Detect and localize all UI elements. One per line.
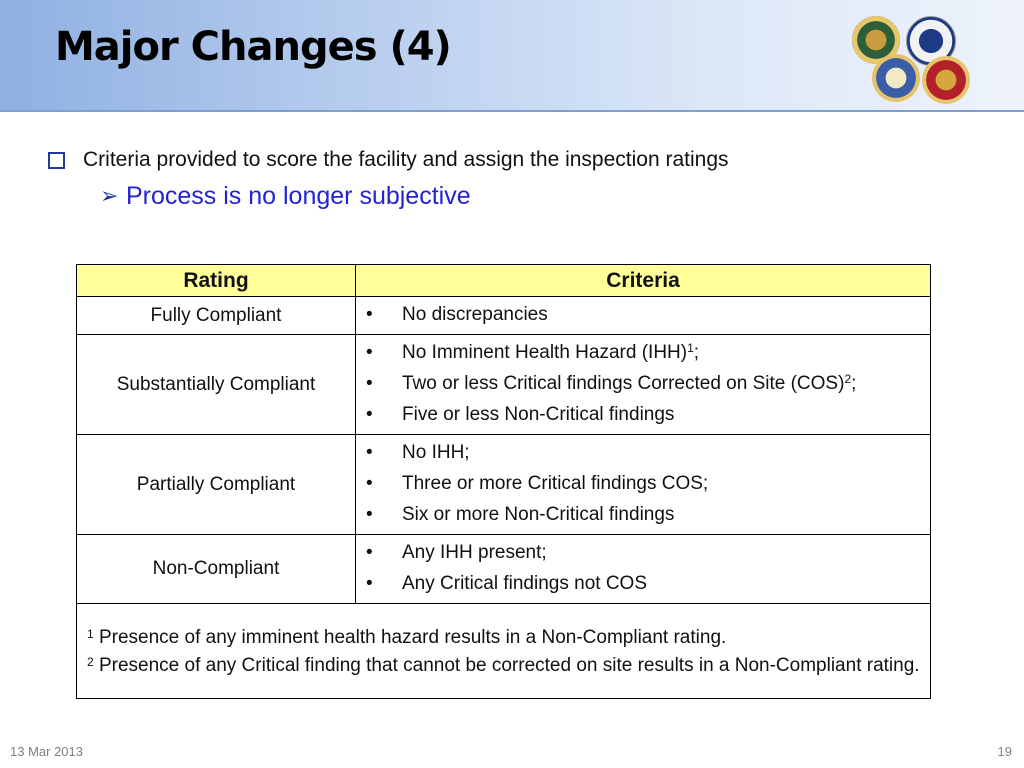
criteria-cell: No Imminent Health Hazard (IHH)1; Two or… [355,334,931,435]
footnote-row: 1 Presence of any imminent health hazard… [76,603,931,699]
criteria-cell: Any IHH present; Any Critical findings n… [355,534,931,604]
footnote: 2 Presence of any Critical finding that … [87,655,920,676]
footnote-mark: 2 [844,372,852,386]
dod-seals [850,14,978,106]
square-bullet-icon [48,152,65,169]
criteria-item: Six or more Non-Critical findings [364,499,922,530]
rating-header: Rating [76,264,356,297]
table-row: Fully Compliant No discrepancies [76,296,931,335]
rating-cell: Fully Compliant [76,296,356,335]
arrow-bullet-icon: ➢ [100,183,119,208]
footnotes-cell: 1 Presence of any imminent health hazard… [76,603,931,699]
footnote-mark: 1 [687,341,694,355]
criteria-item: Any IHH present; [364,537,922,568]
criteria-table: Rating Criteria Fully Compliant No discr… [76,264,931,699]
bullet-text: Criteria provided to score the facility … [83,148,729,171]
criteria-item: Three or more Critical findings COS; [364,468,922,499]
criteria-item: Five or less Non-Critical findings [364,399,922,430]
table-row: Partially Compliant No IHH; Three or mor… [76,434,931,535]
footnote: 1 Presence of any imminent health hazard… [87,627,727,648]
criteria-cell: No discrepancies [355,296,931,335]
criteria-item: No discrepancies [364,299,922,330]
table-row: Non-Compliant Any IHH present; Any Criti… [76,534,931,604]
criteria-item: No Imminent Health Hazard (IHH)1; [364,337,922,368]
slide-title: Major Changes (4) [55,24,452,70]
table-row: Substantially Compliant No Imminent Heal… [76,334,931,435]
criteria-cell: No IHH; Three or more Critical findings … [355,434,931,535]
page-number: 19 [997,744,1012,759]
footer-date: 13 Mar 2013 [10,744,83,759]
table-header-row: Rating Criteria [76,264,931,297]
sub-bullet-text: Process is no longer subjective [126,182,471,210]
criteria-item: Any Critical findings not COS [364,568,922,599]
marine-corps-seal-icon [922,56,970,104]
rating-cell: Non-Compliant [76,534,356,604]
navy-seal-icon [872,54,920,102]
criteria-header: Criteria [355,264,931,297]
criteria-item: Two or less Critical findings Corrected … [364,368,922,399]
rating-cell: Partially Compliant [76,434,356,535]
title-banner: Major Changes (4) [0,0,1024,112]
criteria-item: No IHH; [364,437,922,468]
rating-cell: Substantially Compliant [76,334,356,435]
